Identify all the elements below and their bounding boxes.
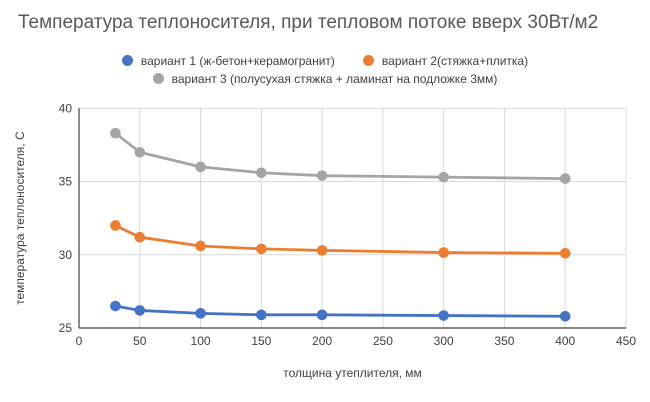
y-tick-label: 30	[59, 248, 73, 262]
x-tick-label: 50	[133, 334, 147, 348]
data-point-variant3	[316, 170, 328, 181]
data-point-variant1	[134, 305, 146, 316]
y-tick-label: 40	[59, 101, 73, 115]
y-axis-title: температура теплоносителя, С	[13, 131, 27, 305]
series-line-variant2	[114, 224, 567, 255]
plot-svg: 0 50 100 150 200 250 300 350 400 450 25 30 35 40 толщи…	[13, 101, 636, 380]
data-point-variant2	[438, 247, 449, 258]
data-point-variant3	[195, 161, 206, 173]
legend-item-variant3: вариант 3 (полусухая стяжка + ламинат на…	[152, 71, 498, 86]
data-point-variant2	[110, 220, 121, 231]
x-tick-label: 100	[191, 334, 211, 348]
legend-item-variant2: вариант 2(стяжка+плитка)	[362, 53, 529, 68]
legend-item-variant1: вариант 1 (ж-бетон+керамогранит)	[121, 53, 335, 68]
data-point-variant1	[110, 300, 121, 312]
series-line-variant1	[114, 304, 567, 318]
y-tick-label: 35	[59, 175, 73, 189]
legend-marker-variant2-icon	[362, 55, 374, 66]
x-tick-label: 400	[555, 334, 575, 348]
data-point-variant1	[316, 309, 328, 321]
data-point-variant2	[316, 245, 328, 256]
data-point-variant3	[559, 173, 571, 184]
data-point-variant2	[134, 231, 146, 243]
legend-label-variant3: вариант 3 (полусухая стяжка + ламинат на…	[171, 71, 498, 86]
data-point-variant3	[134, 146, 146, 158]
data-point-variant2	[256, 243, 267, 255]
x-tick-label: 200	[312, 334, 332, 348]
series-line-variant3	[114, 131, 567, 181]
legend-row-2: вариант 3 (полусухая стяжка + ламинат на…	[152, 70, 498, 87]
data-point-variant1	[195, 308, 206, 319]
x-axis-title: толщина утеплителя, мм	[283, 366, 422, 380]
data-point-variant1	[438, 310, 449, 321]
x-tick-label: 300	[434, 334, 454, 348]
legend-label-variant1: вариант 1 (ж-бетон+керамогранит)	[140, 53, 335, 68]
legend-row-1: вариант 1 (ж-бетон+керамогранит) вариант…	[121, 52, 529, 69]
x-tick-label: 150	[251, 334, 271, 348]
legend: вариант 1 (ж-бетон+керамогранит) вариант…	[0, 52, 650, 87]
x-tick-label: 250	[373, 334, 393, 348]
legend-label-variant2: вариант 2(стяжка+плитка)	[381, 53, 529, 68]
x-tick-label: 0	[76, 334, 83, 348]
data-point-variant3	[256, 167, 267, 179]
x-tick-label: 450	[616, 334, 636, 348]
y-tick-label: 25	[59, 321, 73, 335]
data-point-variant3	[438, 171, 449, 183]
data-point-variant3	[110, 127, 121, 139]
data-point-variant1	[256, 309, 267, 321]
legend-marker-variant3-icon	[152, 73, 164, 84]
legend-marker-variant1-icon	[121, 55, 133, 66]
x-tick-label: 350	[494, 334, 514, 348]
chart-title: Температура теплоносителя, при тепловом …	[18, 12, 599, 33]
data-point-variant2	[195, 240, 206, 252]
data-point-variant2	[559, 248, 571, 259]
data-point-variant1	[559, 310, 571, 322]
